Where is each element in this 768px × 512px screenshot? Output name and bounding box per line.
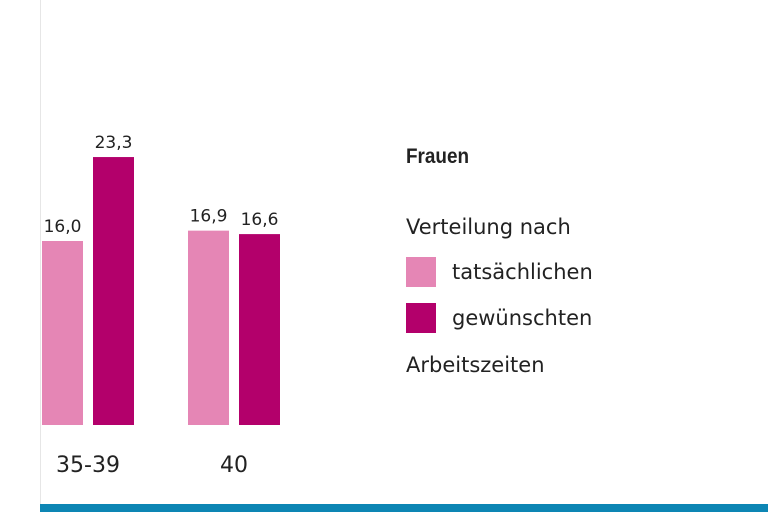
bar-35-39-actual [42, 241, 83, 425]
legend-label-actual: tatsächlichen [452, 260, 593, 284]
category-labels-group: 35-39 40 [56, 453, 248, 478]
bottom-baseline-bar [40, 504, 768, 512]
bar-40-actual [188, 230, 229, 425]
category-label-35-39: 35-39 [56, 453, 120, 478]
legend-intro-text: Verteilung nach [406, 215, 571, 239]
value-label-40-actual: 16,9 [190, 207, 228, 227]
category-label-40: 40 [220, 453, 248, 478]
value-label-35-39-actual: 16,0 [44, 217, 82, 237]
bar-40-desired [239, 234, 280, 425]
legend: Frauen Verteilung nach tatsächlichen gew… [406, 143, 746, 379]
legend-item-actual: tatsächlichen [406, 257, 746, 287]
legend-swatch-desired [406, 303, 436, 333]
value-label-35-39-desired: 23,3 [95, 133, 133, 153]
legend-outro-text: Arbeitszeiten [406, 353, 545, 377]
value-labels-group: 16,0 23,3 16,9 16,6 [44, 133, 279, 237]
legend-item-desired: gewünschten [406, 303, 746, 333]
bar-35-39-desired [93, 157, 134, 426]
value-label-40-desired: 16,6 [241, 210, 279, 230]
legend-label-desired: gewünschten [452, 306, 593, 330]
legend-heading: Frauen [406, 145, 470, 168]
bars-group [42, 157, 280, 426]
legend-swatch-actual [406, 257, 436, 287]
